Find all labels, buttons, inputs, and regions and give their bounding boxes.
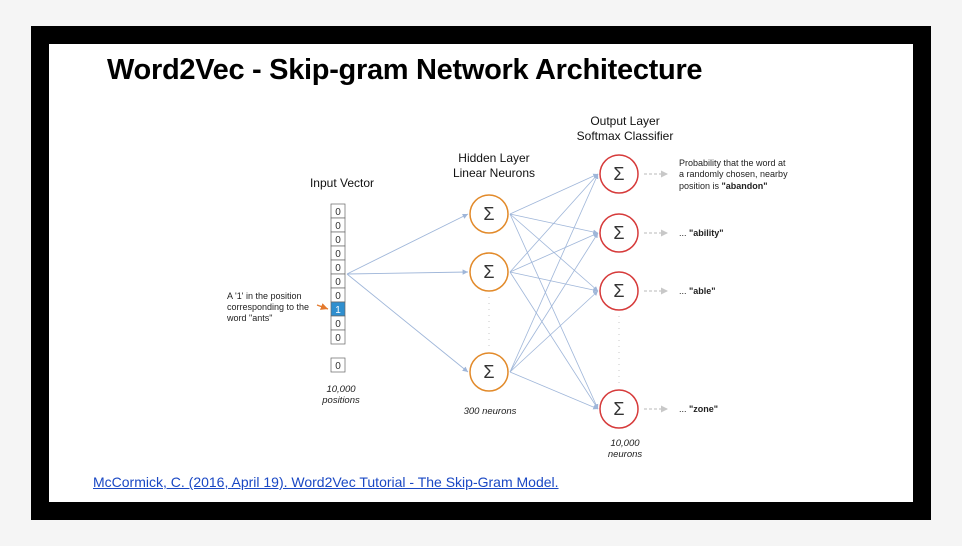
probability-note-ability: ... "ability" xyxy=(679,228,789,239)
svg-text:0: 0 xyxy=(335,361,341,372)
svg-text:0: 0 xyxy=(335,319,341,330)
hidden-layer-line2: Linear Neurons xyxy=(453,166,535,180)
output-layer-line2: Softmax Classifier xyxy=(577,129,674,143)
svg-text:0: 0 xyxy=(335,207,341,218)
output-count-label: 10,000 neurons xyxy=(595,438,655,460)
svg-text:Σ: Σ xyxy=(613,281,624,301)
svg-text:Σ: Σ xyxy=(483,262,494,282)
svg-text:0: 0 xyxy=(335,221,341,232)
hidden-layer-line1: Hidden Layer xyxy=(458,151,529,165)
svg-text:0: 0 xyxy=(335,277,341,288)
ants-annotation: A '1' in the position corresponding to t… xyxy=(227,291,317,323)
svg-text:Σ: Σ xyxy=(613,223,624,243)
svg-text:0: 0 xyxy=(335,235,341,246)
input-vector-label: Input Vector xyxy=(297,176,387,191)
probability-note-zone: ... "zone" xyxy=(679,404,789,415)
slide-frame: Word2Vec - Skip-gram Network Architectur… xyxy=(31,26,931,520)
svg-text:0: 0 xyxy=(335,249,341,260)
output-layer-label: Output Layer Softmax Classifier xyxy=(565,114,685,144)
hidden-layer-label: Hidden Layer Linear Neurons xyxy=(439,151,549,181)
probability-note-abandon: Probability that the word at a randomly … xyxy=(679,158,789,192)
positions-label: 10,000 positions xyxy=(311,384,371,406)
probability-note-able: ... "able" xyxy=(679,286,789,297)
svg-text:1: 1 xyxy=(335,305,341,316)
svg-text:Σ: Σ xyxy=(613,164,624,184)
svg-text:0: 0 xyxy=(335,291,341,302)
svg-text:0: 0 xyxy=(335,333,341,344)
citation-link[interactable]: McCormick, C. (2016, April 19). Word2Vec… xyxy=(93,474,559,490)
network-diagram: 0 0 0 0 0 0 0 1 0 0 0 Σ Σ Σ Σ Σ Σ Σ Input Vector Hidden L… xyxy=(189,106,879,466)
output-layer-line1: Output Layer xyxy=(590,114,659,128)
svg-text:Σ: Σ xyxy=(613,399,624,419)
slide-title: Word2Vec - Skip-gram Network Architectur… xyxy=(107,54,702,87)
hidden-count-label: 300 neurons xyxy=(455,406,525,417)
svg-text:Σ: Σ xyxy=(483,362,494,382)
svg-text:Σ: Σ xyxy=(483,204,494,224)
svg-text:0: 0 xyxy=(335,263,341,274)
